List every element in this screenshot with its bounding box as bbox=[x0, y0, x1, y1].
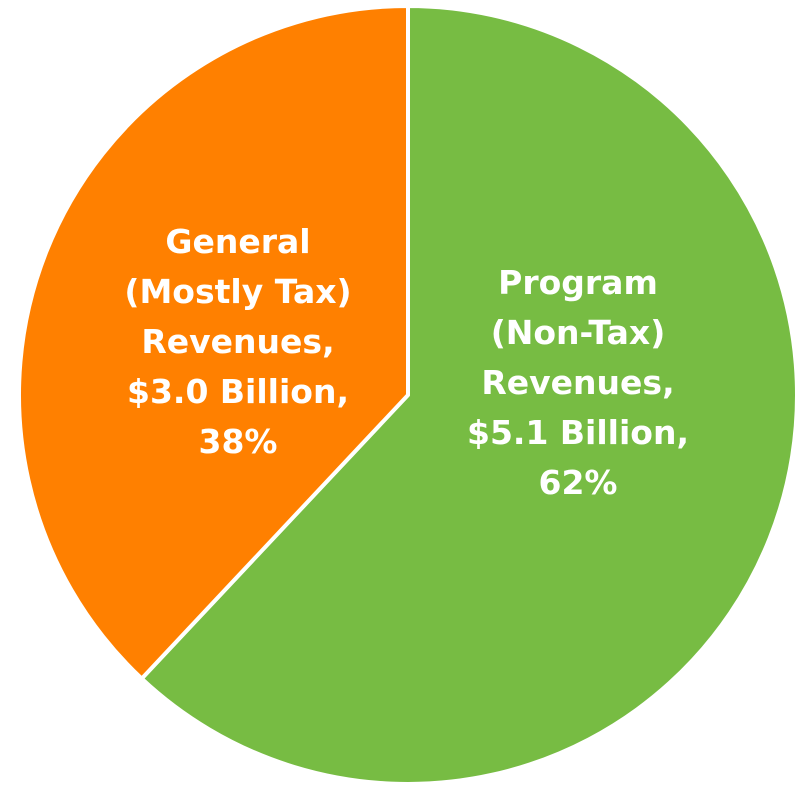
slice-label-line: Revenues, bbox=[481, 363, 674, 402]
slice-label-line: $5.1 Billion, bbox=[467, 413, 689, 452]
pie-slice-0 bbox=[139, 4, 797, 786]
slice-label-line: 62% bbox=[539, 463, 618, 502]
slice-label-0: Program (Non-Tax) Revenues, $5.1 Billion, 62… bbox=[467, 263, 689, 502]
slice-label-line: (Mostly Tax) bbox=[124, 272, 351, 311]
slice-label-line: General bbox=[165, 222, 310, 261]
slice-label-line: 38% bbox=[199, 422, 278, 461]
slice-label-line: $3.0 Billion, bbox=[127, 372, 349, 411]
pie-labels: Program (Non-Tax) Revenues, $5.1 Billion, 62… bbox=[124, 222, 689, 502]
slice-label-1: General (Mostly Tax) Revenues, $3.0 Billion… bbox=[124, 222, 351, 461]
pie-slice-1 bbox=[17, 4, 410, 681]
pie-slices bbox=[17, 4, 797, 786]
slice-label-line: Program bbox=[498, 263, 658, 302]
slice-label-line: (Non-Tax) bbox=[491, 313, 666, 352]
slice-label-line: Revenues, bbox=[141, 322, 334, 361]
